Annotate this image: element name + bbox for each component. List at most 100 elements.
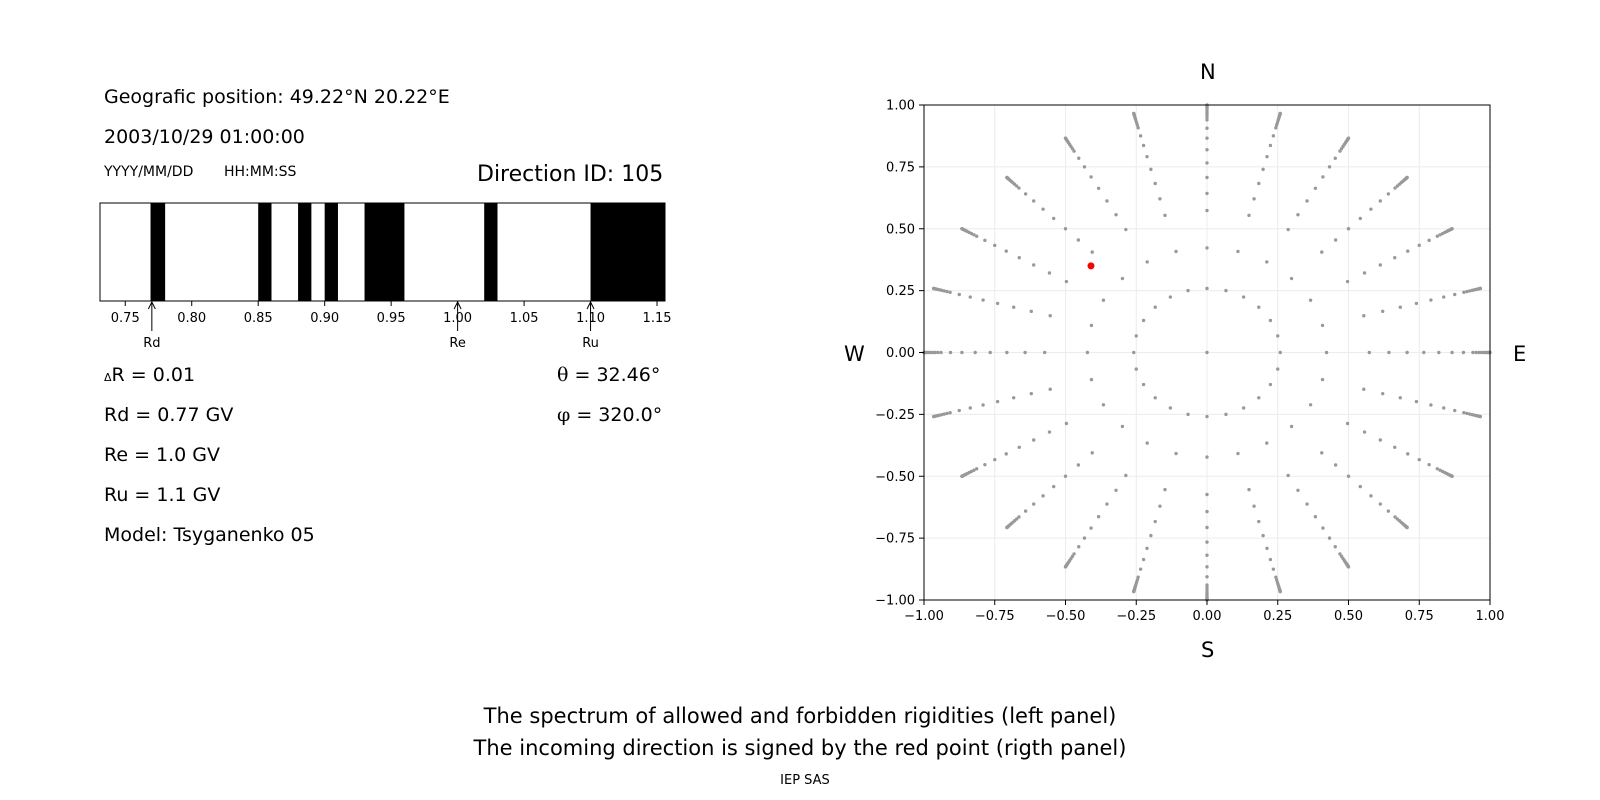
grid-point-342	[1174, 451, 1178, 456]
grid-point-448	[1417, 457, 1421, 462]
grid-point-229	[957, 292, 961, 297]
spectrum-tick-label-3: 0.90	[310, 311, 339, 326]
grid-point-407	[1321, 526, 1325, 530]
grid-point-385	[1257, 519, 1261, 524]
grid-point-228	[968, 295, 972, 299]
spectrum-frame	[99, 202, 666, 302]
grid-point-222	[1089, 323, 1094, 328]
grid-point-301	[1153, 396, 1157, 400]
grid-point-82	[1265, 260, 1269, 264]
direction-scatter-chart: −1.00 −0.75 −0.50 −0.25 0.00 0.25 0.50 0.75 1.00…	[875, 99, 1504, 625]
grid-point-42	[1308, 298, 1313, 302]
grid-point-5	[1405, 350, 1409, 355]
grid-point-128	[1205, 136, 1209, 140]
grid-point-49	[1427, 238, 1431, 243]
grid-point-9	[1461, 350, 1466, 355]
grid-point-120	[1278, 111, 1282, 116]
grid-point-349	[1138, 567, 1143, 571]
grid-point-182	[1120, 276, 1125, 281]
forbidden-band-2	[298, 203, 312, 301]
forbidden-band-0	[150, 203, 166, 301]
grid-point-26	[1414, 301, 1419, 306]
grid-point-285	[1031, 438, 1036, 442]
grid-point-442	[1308, 403, 1313, 407]
spectrum-tick-label-6: 1.05	[510, 311, 539, 326]
grid-point-47	[1406, 249, 1410, 253]
geographic-position: Geografic position: 49.22°N 20.22°E	[104, 86, 450, 108]
grid-point-461	[1276, 367, 1280, 371]
grid-point-100	[1346, 136, 1351, 140]
grid-point-264	[1029, 391, 1033, 396]
y-tick-label-0: −1.00	[875, 594, 915, 609]
grid-point-69	[1386, 192, 1391, 196]
grid-point-188	[1031, 199, 1036, 203]
phi-value: φ = 320.0°	[557, 404, 662, 426]
grid-point-144	[1158, 197, 1162, 201]
grid-point-383	[1247, 487, 1251, 492]
grid-point-320	[1005, 525, 1009, 530]
grid-point-249	[948, 350, 953, 355]
grid-point-410	[1338, 552, 1342, 556]
forbidden-band-5	[484, 203, 498, 301]
grid-point-370	[1205, 583, 1209, 587]
grid-point-464	[1381, 391, 1385, 396]
grid-point-51	[1438, 233, 1442, 237]
caption-line-1: The spectrum of allowed and forbidden ri…	[483, 704, 1117, 728]
y-tick-label-4: 0.00	[886, 346, 915, 361]
grid-point-160	[1132, 111, 1136, 116]
grid-point-288	[993, 457, 997, 462]
grid-point-28	[1442, 295, 1446, 299]
grid-point-210	[974, 234, 979, 238]
grid-point-227	[981, 298, 985, 302]
grid-point-330	[1072, 552, 1076, 556]
grid-point-186	[1052, 216, 1056, 221]
grid-point-302	[1120, 424, 1125, 429]
grid-point-187	[1041, 207, 1045, 211]
grid-point-50	[1435, 234, 1440, 238]
grid-point-80	[1405, 175, 1409, 180]
grid-point-404	[1296, 488, 1300, 492]
grid-point-21	[1276, 334, 1280, 338]
grid-point-421	[1257, 396, 1261, 400]
grid-point-46	[1393, 256, 1397, 260]
model-name: Model: Tsyganenko 05	[104, 524, 315, 546]
grid-point-206	[1017, 256, 1021, 260]
selected-direction-point	[1087, 262, 1095, 270]
grid-point-84	[1296, 213, 1300, 217]
grid-point-148	[1141, 143, 1146, 148]
grid-point-341	[1186, 412, 1190, 417]
grid-point-389	[1271, 567, 1276, 571]
grid-point-226	[995, 301, 1000, 306]
grid-point-326	[1096, 514, 1101, 519]
grid-point-281	[1141, 382, 1146, 387]
grid-point-344	[1158, 504, 1162, 508]
grid-point-161	[1168, 295, 1173, 299]
grid-point-104	[1252, 197, 1256, 201]
forbidden-bands	[150, 203, 665, 301]
grid-point-240	[931, 286, 936, 291]
grid-point-426	[1358, 484, 1362, 489]
grid-point-224	[1029, 309, 1033, 314]
grid-point-322	[1145, 441, 1149, 445]
date-format-label: YYYY/MM/DD	[104, 164, 194, 180]
grid-point-388	[1268, 557, 1273, 562]
grid-point-245	[1005, 350, 1009, 355]
grid-point-147	[1145, 154, 1149, 159]
grid-point-40	[1478, 286, 1483, 291]
grid-point-284	[1047, 430, 1052, 434]
grid-point-10	[1471, 350, 1475, 355]
grid-point-451	[1438, 468, 1442, 472]
grid-point-126	[1205, 161, 1209, 165]
grid-point-387	[1265, 546, 1269, 551]
grid-point-287	[1004, 452, 1008, 456]
grid-point-450	[1435, 467, 1440, 471]
delta-r-value: ΔR = 0.01	[104, 364, 195, 386]
grid-point-471	[1465, 411, 1469, 416]
grid-point-267	[981, 403, 985, 407]
rigidity-spectrum-chart: 0.75 0.80 0.85 0.90 0.95 1.00 1.05 1.10 1.15 Rd R…	[99, 202, 672, 351]
grid-point-325	[1105, 502, 1109, 506]
grid-point-90	[1338, 149, 1342, 153]
grid-point-85	[1305, 199, 1309, 203]
marker-arrow-head	[453, 300, 462, 310]
grid-point-470	[1462, 410, 1466, 415]
